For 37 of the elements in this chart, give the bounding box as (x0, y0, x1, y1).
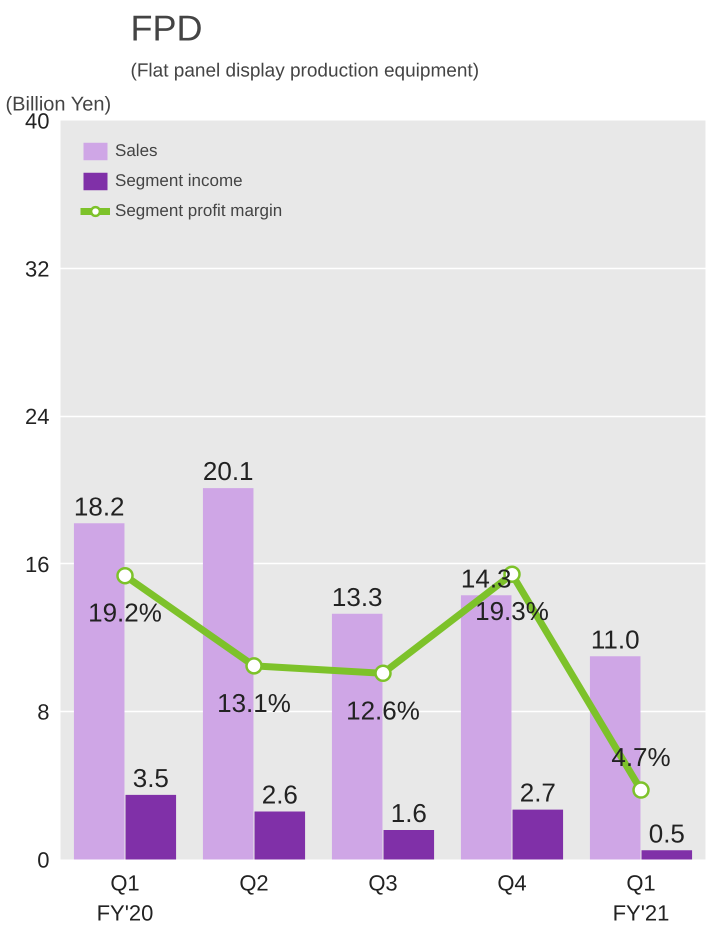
y-tick-label: 8 (37, 700, 50, 725)
data-label: 13.3 (332, 582, 383, 612)
point (632, 781, 650, 799)
data-label: 12.6% (346, 695, 420, 726)
chart-title: FPD (130, 8, 202, 48)
bar (384, 830, 434, 860)
bar (512, 810, 564, 860)
point (245, 657, 263, 675)
data-label: 0.5 (648, 818, 685, 848)
data-label: 18.2 (74, 491, 125, 522)
y-tick-label: 24 (25, 404, 50, 430)
data-label: 13.1% (217, 688, 291, 718)
x-tick-label: Q3 (368, 870, 398, 896)
data-label: 2.6 (262, 779, 298, 810)
data-label: 19.2% (88, 598, 162, 628)
bar (126, 794, 176, 860)
x-tick-label: Q4 (497, 870, 527, 896)
data-label: 3.5 (132, 762, 169, 793)
y-tick-label: 0 (37, 848, 50, 872)
data-label: 2.7 (520, 778, 556, 808)
legend-label: Segment profit margin (115, 201, 282, 221)
data-label: 11.0 (590, 624, 640, 654)
legend-label: Segment income (115, 171, 243, 191)
bar (254, 811, 306, 860)
y-tick-label: 32 (25, 256, 50, 282)
y-axis-title: (Billion Yen) (6, 94, 112, 116)
x-tick-label: Q2 (239, 870, 269, 896)
x-tick-label: Q1 FY'20 (96, 870, 154, 926)
point (374, 664, 392, 682)
data-label: 1.6 (390, 798, 427, 828)
y-tick-label: 16 (25, 552, 50, 577)
legend-label: Sales (115, 141, 158, 161)
bar (642, 850, 692, 860)
x-tick-label: Q1 FY'21 (612, 870, 670, 926)
data-label: 20.1 (202, 456, 254, 486)
chart-subtitle: (Flat panel display production equipment) (130, 60, 480, 82)
point (116, 566, 134, 584)
